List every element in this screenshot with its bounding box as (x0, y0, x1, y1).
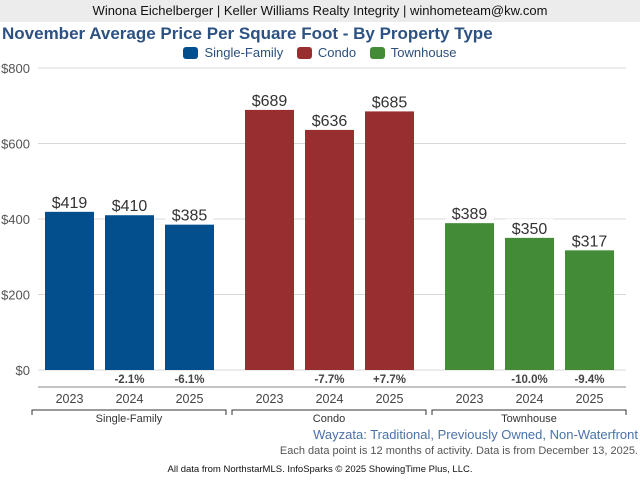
value-label: $636 (312, 113, 348, 130)
legend-label: Single-Family (204, 45, 284, 60)
value-label-bg (365, 92, 414, 110)
y-tick-label: $400 (1, 212, 30, 227)
legend-item-townhouse[interactable]: Townhouse (369, 45, 457, 60)
bar-chart: $0 $200 $400 $600 $800 $419 2023 $410 -2.1% 2024 $… (1, 61, 627, 425)
bar-townhouse-2025 (565, 250, 614, 370)
y-tick-label: $600 (1, 137, 30, 152)
group-bracket (31, 409, 227, 415)
y-tick-label: $800 (1, 61, 30, 76)
legend-swatch-single-family (183, 46, 199, 59)
legend-item-condo[interactable]: Condo (296, 45, 357, 60)
value-label: $385 (172, 208, 208, 225)
chart-legend: Single-Family Condo Townhouse (0, 45, 640, 62)
group-label: Condo (313, 413, 345, 425)
x-tick-label: 2024 (316, 392, 344, 406)
group-bracket (231, 409, 427, 415)
value-label-bg (165, 205, 214, 223)
group-label: Townhouse (501, 413, 557, 425)
x-tick-label: 2025 (576, 392, 604, 406)
y-tick-label: $200 (1, 288, 30, 303)
change-label: -6.1% (174, 374, 204, 386)
y-tick-label: $0 (16, 363, 30, 378)
value-label: $317 (572, 233, 608, 250)
change-label: -10.0% (511, 374, 547, 386)
value-label: $419 (52, 195, 88, 212)
change-label: +7.7% (373, 374, 406, 386)
group-label: Single-Family (96, 413, 163, 425)
value-label-bg (445, 204, 494, 222)
legend-label: Townhouse (390, 45, 457, 60)
source-footer: All data from NorthstarMLS. InfoSparks ©… (167, 464, 473, 475)
x-tick-label: 2024 (516, 392, 544, 406)
value-label: $410 (112, 198, 148, 215)
bar-townhouse-2023 (445, 223, 494, 370)
value-label-bg (45, 192, 94, 210)
data-note: Each data point is 12 months of activity… (279, 445, 638, 457)
x-tick-label: 2024 (116, 392, 144, 406)
legend-item-single-family[interactable]: Single-Family (183, 45, 283, 60)
bar-single-family-2023 (45, 211, 94, 370)
value-label-bg (245, 90, 294, 108)
chart-title: November Average Price Per Square Foot -… (2, 24, 493, 43)
area-filter-note: Wayzata: Traditional, Previously Owned, … (313, 427, 638, 442)
value-label: $350 (512, 221, 548, 238)
bar-townhouse-2024 (505, 237, 554, 370)
bar-condo-2024 (305, 129, 354, 370)
x-tick-label: 2023 (256, 392, 284, 406)
change-label: -2.1% (114, 374, 144, 386)
group-bracket (431, 409, 627, 415)
legend-label: Condo (317, 45, 357, 60)
bar-single-family-2024 (105, 215, 154, 370)
x-tick-label: 2025 (176, 392, 204, 406)
value-label: $689 (252, 93, 288, 110)
value-label-bg (305, 110, 354, 128)
x-tick-label: 2023 (456, 392, 484, 406)
bar-single-family-2025 (165, 224, 214, 370)
bar-condo-2023 (245, 109, 294, 370)
agent-header: Winona Eichelberger | Keller Williams Re… (0, 0, 640, 22)
value-label-bg (105, 196, 154, 214)
legend-swatch-condo (296, 46, 312, 59)
change-label: -7.7% (314, 374, 344, 386)
value-label: $685 (372, 94, 408, 111)
value-label-bg (565, 231, 614, 249)
legend-swatch-townhouse (369, 46, 385, 59)
value-label-bg (505, 218, 554, 236)
bar-condo-2025 (365, 111, 414, 370)
change-label: -9.4% (574, 374, 604, 386)
value-label: $389 (452, 206, 488, 223)
x-tick-label: 2025 (376, 392, 404, 406)
x-tick-label: 2023 (56, 392, 84, 406)
